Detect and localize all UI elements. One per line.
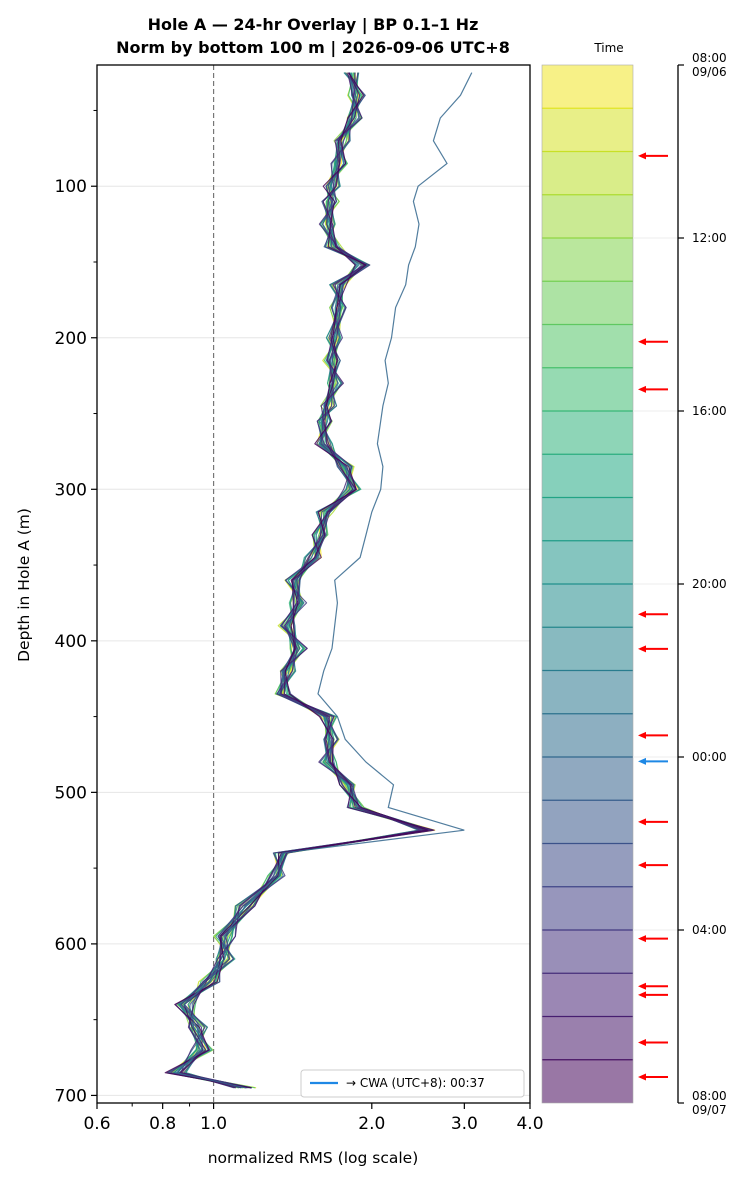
colorbar-band	[542, 800, 633, 844]
y-tick-label: 300	[55, 480, 87, 500]
event-arrow-head	[638, 152, 646, 160]
time-tick-label: 08:00	[692, 51, 727, 65]
colorbar-band	[542, 540, 633, 584]
trace-line	[179, 72, 435, 1089]
colorbar-band	[542, 367, 633, 411]
event-arrow-head	[638, 731, 646, 739]
plot-frame	[96, 64, 531, 1104]
y-tick-label: 700	[55, 1086, 87, 1106]
colorbar-band	[542, 497, 633, 541]
event-arrow-head	[638, 935, 646, 943]
colorbar-band	[542, 670, 633, 714]
colorbar-band	[542, 1059, 633, 1103]
trace-line	[171, 72, 436, 1089]
colorbar-band	[542, 930, 633, 974]
time-tick-label: 16:00	[692, 404, 727, 418]
colorbar-band	[542, 194, 633, 238]
event-arrow-head	[638, 982, 646, 990]
legend-box	[300, 1069, 525, 1098]
colorbar-band	[542, 584, 633, 628]
grid	[97, 185, 530, 1096]
y-axis: 100 200 300 400 500 600 700	[55, 109, 97, 1106]
colorbar-band	[542, 324, 633, 368]
trace-line	[171, 72, 433, 1089]
chart-title-line-1: Hole A — 24-hr Overlay | BP 0.1–1 Hz	[148, 15, 479, 35]
traces	[164, 72, 473, 1089]
colorbar-band	[542, 108, 633, 152]
colorbar-band	[542, 454, 633, 498]
x-axis-label: normalized RMS (log scale)	[208, 1149, 419, 1167]
trace-line	[172, 72, 431, 1089]
x-tick-label: 0.8	[149, 1114, 176, 1134]
y-tick-label: 600	[55, 935, 87, 955]
colorbar-label: Time	[593, 41, 623, 55]
event-arrow-head	[638, 385, 646, 393]
colorbar-band	[542, 757, 633, 801]
event-arrow-head	[638, 1073, 646, 1081]
event-arrow-head	[638, 338, 646, 346]
event-arrow-head	[638, 610, 646, 618]
x-tick-label: 2.0	[358, 1114, 385, 1134]
time-tick-label: 08:00	[692, 1089, 727, 1103]
x-tick-label: 4.0	[516, 1114, 543, 1134]
time-tick-label: 12:00	[692, 231, 727, 245]
event-arrows	[638, 152, 668, 1081]
colorbar-band	[542, 65, 633, 109]
colorbar-band	[542, 713, 633, 757]
y-axis-label: Depth in Hole A (m)	[15, 508, 33, 662]
colorbar-band	[542, 411, 633, 455]
chart-title-line-2: Norm by bottom 100 m | 2026-09-06 UTC+8	[116, 38, 510, 58]
time-tick-label: 04:00	[692, 923, 727, 937]
colorbar-band	[542, 843, 633, 887]
time-tick-label: 00:00	[692, 750, 727, 764]
trace-line	[173, 72, 428, 1089]
colorbar-band	[542, 238, 633, 282]
time-tick-label: 09/06	[692, 65, 727, 79]
event-arrow-head	[638, 818, 646, 826]
y-tick-label: 100	[55, 177, 87, 197]
colorbar-band	[542, 1016, 633, 1060]
x-axis: 0.6 0.8 1.0 2.0 3.0 4.0	[83, 1103, 544, 1134]
colorbar-band	[542, 973, 633, 1017]
colorbar-band	[542, 281, 633, 325]
y-tick-label: 500	[55, 783, 87, 803]
event-arrow-head	[638, 861, 646, 869]
time-axis: 08:0009/0612:0016:0020:0000:0004:0008:00…	[678, 51, 727, 1117]
x-tick-label: 3.0	[451, 1114, 478, 1134]
cwa-arrow-head	[638, 757, 646, 765]
colorbar-band	[542, 151, 633, 195]
trace-line-anomalous	[175, 72, 473, 1089]
colorbar	[541, 64, 678, 1104]
legend: → CWA (UTC+8): 00:37	[300, 1069, 525, 1098]
event-arrow-head	[638, 645, 646, 653]
colorbar-band	[542, 627, 633, 671]
y-tick-label: 200	[55, 329, 87, 349]
time-tick-label: 09/07	[692, 1103, 727, 1117]
y-tick-label: 400	[55, 632, 87, 652]
event-arrow-head	[638, 991, 646, 999]
x-tick-label: 0.6	[83, 1114, 110, 1134]
time-tick-label: 20:00	[692, 577, 727, 591]
x-tick-label: 1.0	[200, 1114, 227, 1134]
event-arrow-head	[638, 1038, 646, 1046]
colorbar-band	[542, 886, 633, 930]
legend-entry: → CWA (UTC+8): 00:37	[346, 1076, 485, 1090]
